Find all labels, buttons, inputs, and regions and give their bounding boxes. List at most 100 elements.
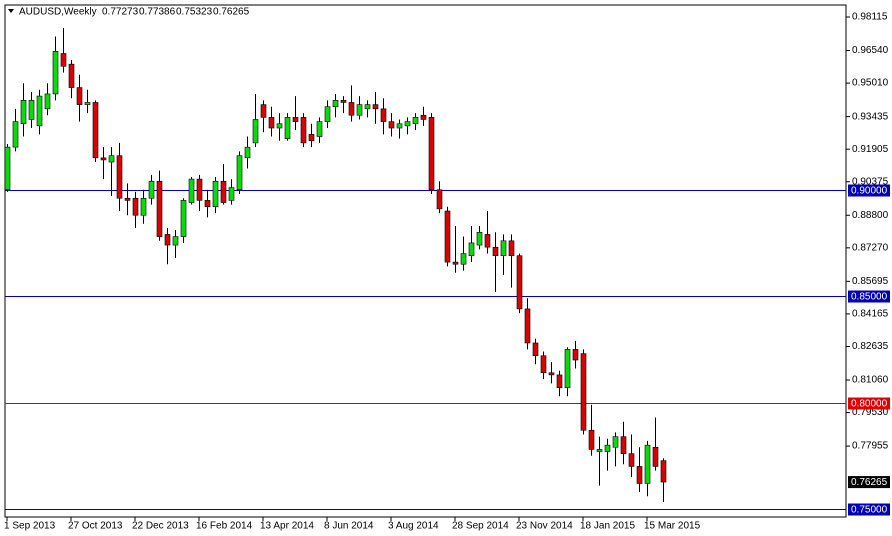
candle-body bbox=[476, 231, 483, 246]
price-label: 0.76265 bbox=[851, 477, 888, 488]
candle-body bbox=[484, 234, 491, 248]
candle-body bbox=[116, 155, 123, 199]
x-tick-label: 13 Apr 2014 bbox=[260, 521, 314, 532]
candle-body bbox=[620, 436, 627, 454]
candle-body bbox=[532, 342, 539, 357]
candle-body bbox=[420, 114, 427, 120]
candle-body bbox=[428, 117, 435, 191]
y-tick-label: 0.82635 bbox=[852, 341, 889, 352]
x-tick-label: 28 Sep 2014 bbox=[452, 521, 509, 532]
candle-body bbox=[228, 187, 235, 201]
level-label: 0.85000 bbox=[851, 292, 888, 303]
candle-body bbox=[212, 180, 219, 208]
candle-body bbox=[164, 234, 171, 246]
candle-body bbox=[60, 53, 67, 67]
candle-body bbox=[340, 100, 347, 103]
candle-body bbox=[332, 100, 339, 108]
candle-body bbox=[52, 51, 59, 95]
y-tick-label: 0.88800 bbox=[852, 210, 889, 221]
level-label: 0.80000 bbox=[851, 399, 888, 410]
candle-body bbox=[300, 117, 307, 144]
candle-body bbox=[220, 180, 227, 203]
x-tick-label: 27 Oct 2013 bbox=[68, 521, 123, 532]
candle-body bbox=[308, 134, 315, 142]
menu-arrow[interactable] bbox=[8, 9, 14, 13]
y-tick-label: 0.85695 bbox=[852, 276, 889, 287]
candle-body bbox=[548, 372, 555, 376]
candle-body bbox=[268, 117, 275, 129]
y-tick-label: 0.90375 bbox=[852, 176, 889, 187]
price-label-box bbox=[848, 476, 890, 489]
y-tick-label: 0.77955 bbox=[852, 441, 889, 452]
candle-body bbox=[132, 197, 139, 216]
candle-body bbox=[12, 121, 19, 148]
x-tick-label: 1 Sep 2013 bbox=[4, 521, 56, 532]
x-tick-label: 3 Aug 2014 bbox=[388, 521, 439, 532]
candle-body bbox=[68, 63, 75, 88]
candle-body bbox=[556, 374, 563, 388]
candle-body bbox=[396, 123, 403, 129]
candle-body bbox=[292, 117, 299, 122]
candle-body bbox=[636, 466, 643, 484]
candle-body bbox=[380, 108, 387, 122]
candle-body bbox=[492, 246, 499, 257]
candle-body bbox=[244, 146, 251, 159]
candle-body bbox=[204, 200, 211, 208]
candle-body bbox=[124, 197, 131, 201]
candle-body bbox=[44, 93, 51, 110]
candle-body bbox=[540, 355, 547, 374]
candle-body bbox=[236, 155, 243, 191]
candle-body bbox=[604, 444, 611, 452]
candle-body bbox=[500, 240, 507, 257]
x-tick-label: 23 Nov 2014 bbox=[516, 521, 573, 532]
candle-body bbox=[324, 106, 331, 122]
candle-body bbox=[348, 102, 355, 116]
candle-body bbox=[108, 155, 115, 163]
candle-body bbox=[276, 123, 283, 129]
candle-body bbox=[148, 180, 155, 199]
level-label: 0.75000 bbox=[851, 505, 888, 516]
candle-body bbox=[628, 453, 635, 467]
x-tick-label: 15 Mar 2015 bbox=[644, 521, 701, 532]
candle-body bbox=[588, 429, 595, 450]
candle-body bbox=[388, 121, 395, 129]
level-label-box bbox=[848, 503, 890, 516]
candle-body bbox=[156, 180, 163, 237]
header-low: 0.75323 bbox=[176, 7, 213, 18]
candle-body bbox=[436, 189, 443, 210]
candle-body bbox=[140, 197, 147, 216]
candle-body bbox=[468, 242, 475, 257]
candle-body bbox=[460, 253, 467, 265]
candle-body bbox=[36, 95, 43, 127]
x-tick-label: 18 Jan 2015 bbox=[580, 521, 635, 532]
y-tick-label: 0.91905 bbox=[852, 144, 889, 155]
candle-body bbox=[84, 102, 91, 105]
candle-body bbox=[404, 121, 411, 127]
candle-body bbox=[356, 104, 363, 116]
candle-body bbox=[180, 200, 187, 237]
candle-body bbox=[4, 146, 11, 191]
x-tick-label: 8 Jun 2014 bbox=[324, 521, 374, 532]
candle-body bbox=[524, 308, 531, 344]
candle-body bbox=[28, 100, 35, 120]
chart-title: AUDUSD,Weekly bbox=[19, 7, 97, 18]
y-tick-label: 0.81060 bbox=[852, 375, 889, 386]
candle-body bbox=[188, 178, 195, 203]
candle-body bbox=[580, 353, 587, 431]
header-open: 0.77273 bbox=[102, 7, 139, 18]
candle-body bbox=[316, 121, 323, 137]
y-tick-label: 0.79530 bbox=[852, 407, 889, 418]
candle-body bbox=[20, 100, 27, 125]
candle-body bbox=[364, 104, 371, 110]
level-label: 0.90000 bbox=[851, 186, 888, 197]
candle-body bbox=[452, 261, 459, 265]
candle-body bbox=[508, 240, 515, 257]
candle-body bbox=[252, 119, 259, 144]
level-label-box bbox=[848, 290, 890, 303]
candle-body bbox=[644, 444, 651, 484]
candle-body bbox=[100, 157, 107, 161]
plot-frame bbox=[4, 4, 847, 518]
candle-body bbox=[564, 349, 571, 388]
candle-body bbox=[172, 236, 179, 246]
